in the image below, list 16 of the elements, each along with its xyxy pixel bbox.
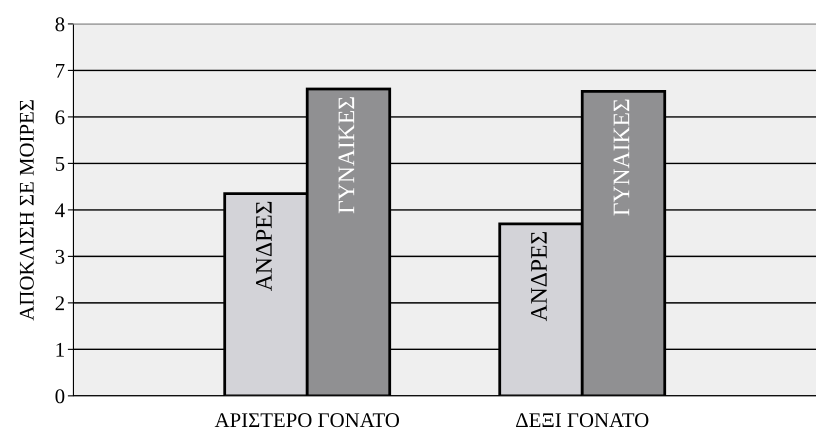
- y-tick-label: 5: [56, 156, 64, 171]
- y-tick-label: 7: [56, 64, 65, 78]
- y-tick-label: 3: [56, 250, 64, 264]
- y-tick-label: 2: [56, 296, 64, 310]
- text: ΓΥΝΑΙΚΕΣ: [338, 97, 354, 214]
- y-axis-title: ΑΠΟΚΛΙΣΗ ΣΕ ΜΟΙΡΕΣ: [20, 100, 34, 320]
- series-label: ΑΝΔΡΕΣ: [256, 202, 272, 291]
- y-tick-label: 4: [55, 203, 65, 218]
- x-tick-label: ΑΡΙΣΤΕΡΟ ΓΟΝΑΤΟ: [214, 413, 399, 428]
- text: ΑΝΔΡΕΣ: [531, 232, 547, 322]
- y-tick-label: 1: [56, 342, 64, 357]
- y-tick-label: 0: [55, 389, 64, 404]
- y-tick-label: 8: [55, 17, 64, 32]
- series-label: ΓΥΝΑΙΚΕΣ: [614, 99, 630, 216]
- y-tick-label: 6: [56, 110, 64, 124]
- x-tick-label: ΔΕΞΙ ΓΟΝΑΤΟ: [516, 413, 648, 428]
